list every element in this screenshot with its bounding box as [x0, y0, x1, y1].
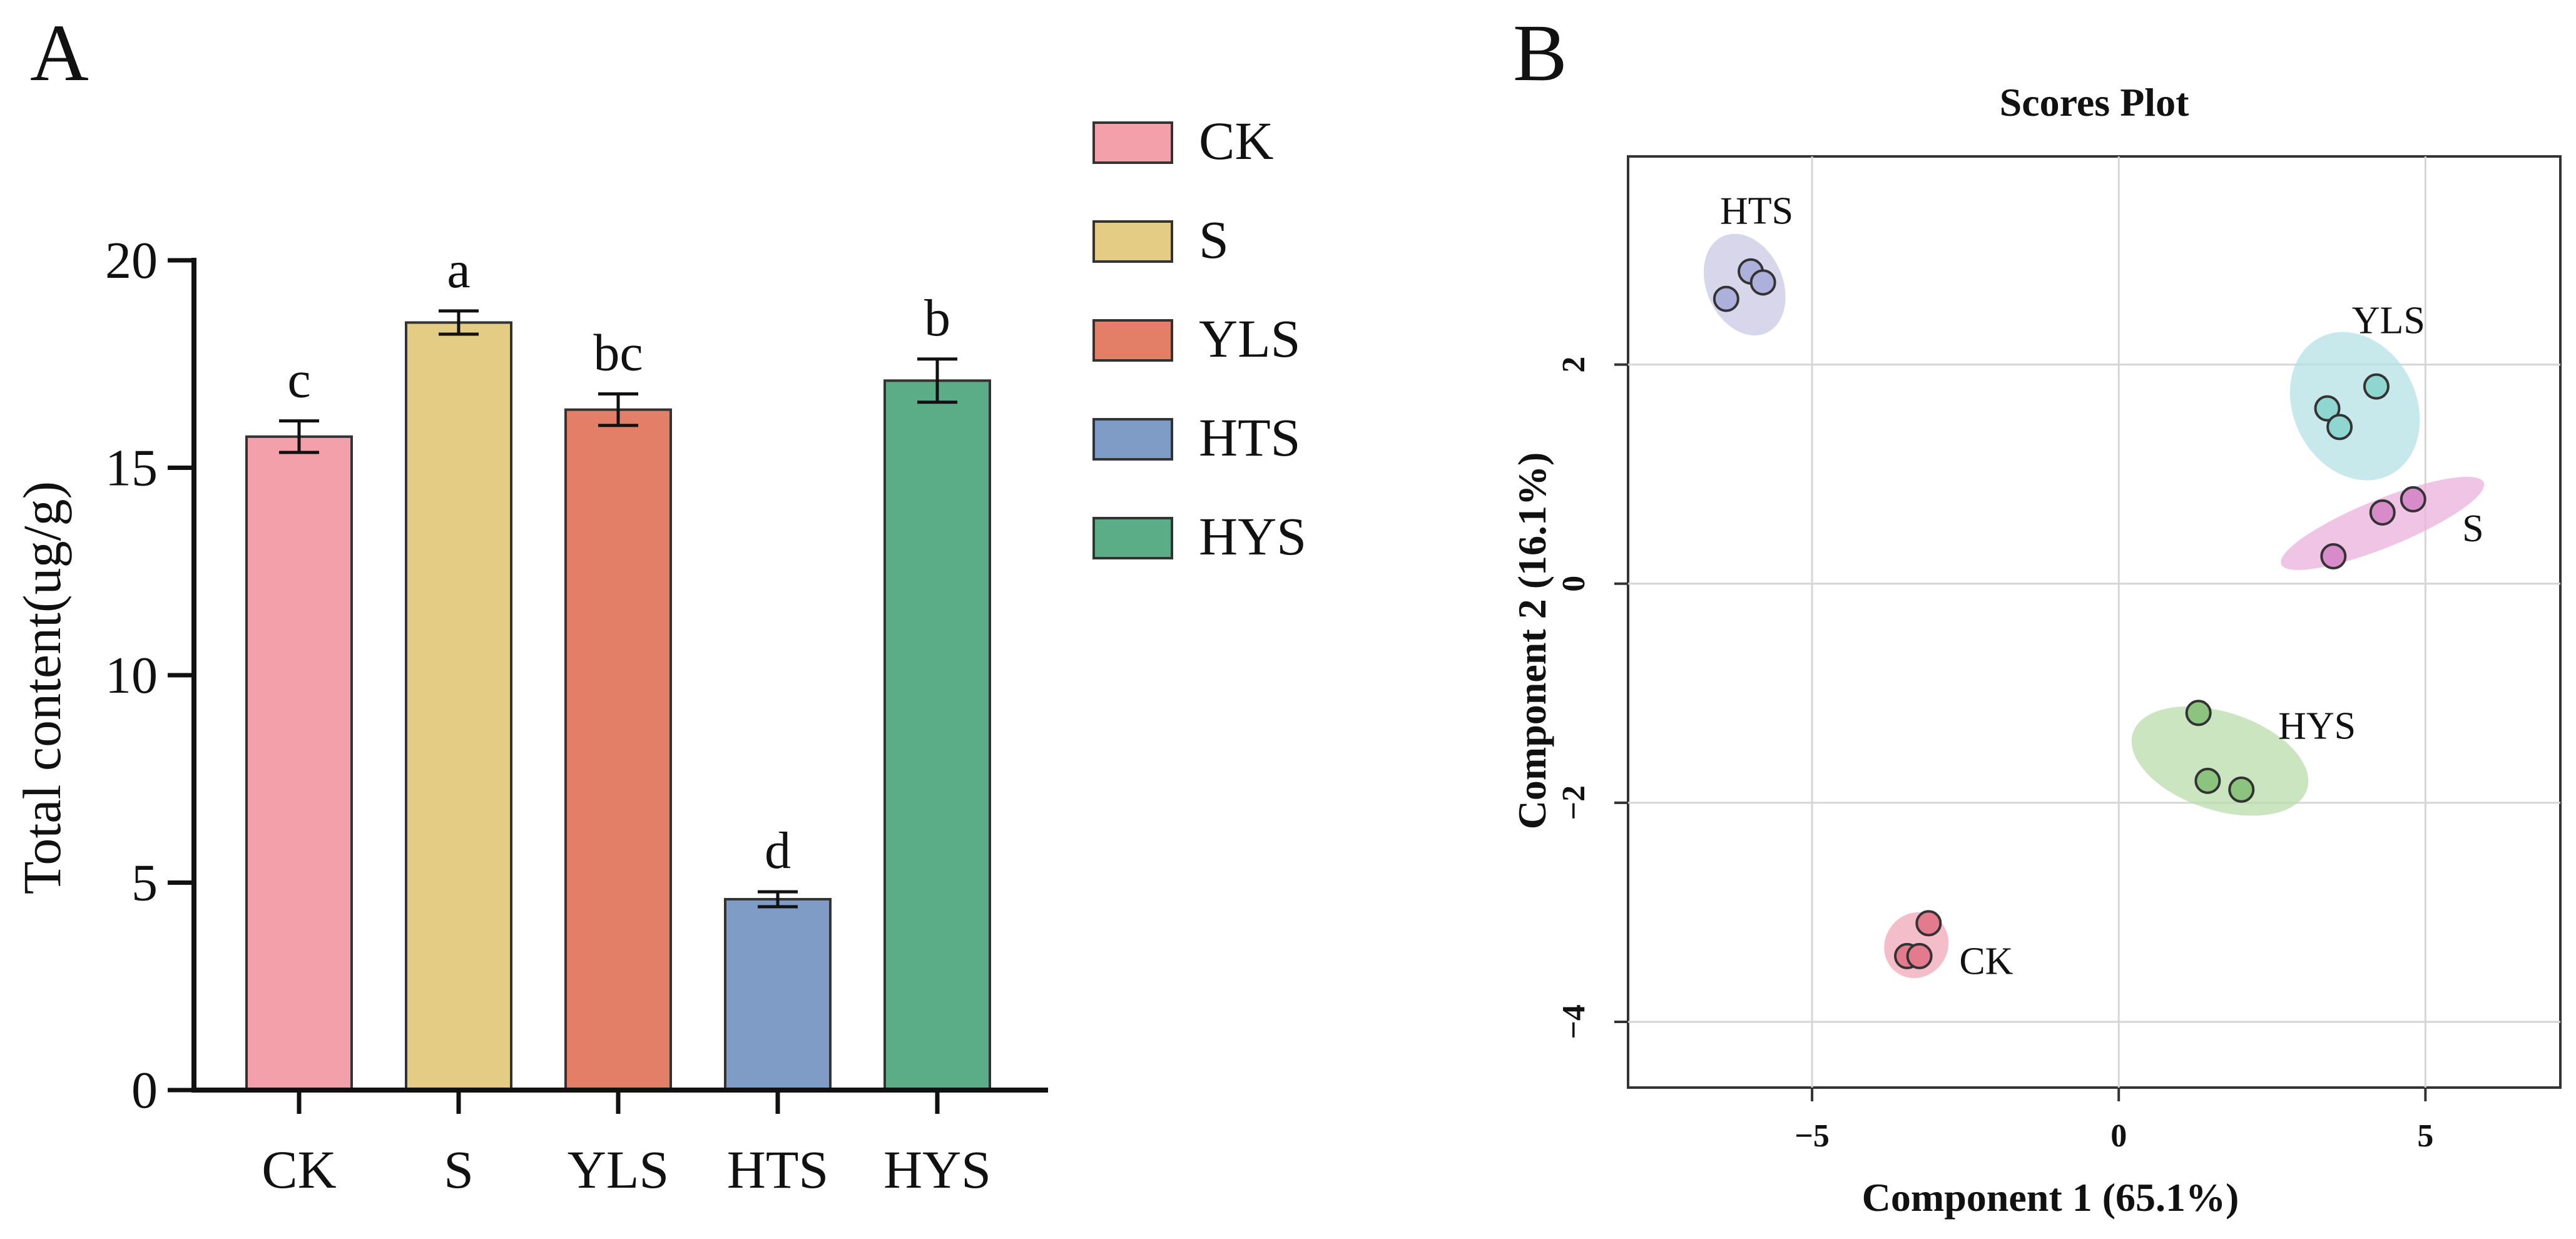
grid [1628, 156, 2560, 1088]
x-tick-label: HTS [727, 1140, 828, 1200]
legend: CK S YLS HTS HYS [1092, 111, 1306, 566]
score-point-s [2369, 499, 2396, 526]
panel-b-label: B [1513, 8, 1567, 98]
significance-letter: a [447, 241, 470, 299]
score-point-s [2320, 543, 2347, 569]
x-tick-label: HYS [883, 1140, 991, 1200]
y-tick-label: 10 [105, 646, 158, 705]
bar-yls [564, 408, 672, 1091]
scores-plot: Scores Plot HTS YLS S HYS CK −5 0 5 −4 −2 0 2 Com… [1510, 80, 2562, 1220]
group-label-ck: CK [1959, 941, 2013, 983]
y-tick-label: 20 [105, 232, 158, 290]
score-point-yls [2314, 395, 2341, 422]
significance-letter: bc [593, 324, 643, 382]
group-label-s: S [2462, 507, 2483, 550]
score-point-hys [2228, 776, 2255, 803]
score-point-s [2400, 486, 2426, 512]
significance-letter: d [765, 822, 791, 880]
legend-label: CK [1199, 111, 1273, 171]
confidence-ellipse-hys [2131, 706, 2309, 816]
plot-title: Scores Plot [2000, 80, 2189, 125]
y-tick-label: 5 [131, 854, 158, 912]
y-axis-label: Component 2 (16.1%) [1510, 452, 1554, 830]
x-tick-label: 5 [2417, 1118, 2433, 1154]
legend-swatch-s [1092, 220, 1173, 263]
legend-label: S [1199, 210, 1229, 270]
y-tick-label: −2 [1556, 785, 1592, 820]
score-point-yls [2326, 414, 2353, 441]
group-label-hys: HYS [2278, 705, 2356, 747]
bar-ck [245, 435, 353, 1091]
x-tick-label: 0 [2110, 1118, 2127, 1154]
legend-swatch-ck [1092, 121, 1173, 164]
legend-swatch-hys [1092, 517, 1173, 559]
x-axis-label: Component 1 (65.1%) [1862, 1175, 2239, 1220]
score-point-hys [2185, 700, 2212, 727]
score-point-ck [1906, 942, 1933, 969]
confidence-ellipse-yls [2289, 332, 2420, 481]
y-tick-label: 0 [1556, 576, 1592, 592]
y-axis-label: Total content(ug/g) [12, 481, 72, 894]
legend-label: HYS [1199, 506, 1306, 566]
x-tick-label: −5 [1795, 1118, 1830, 1154]
y-tick-label: 15 [105, 439, 158, 497]
plot-frame [1627, 155, 2562, 1089]
x-tick-label: CK [262, 1140, 336, 1200]
y-tick-label: 2 [1556, 357, 1592, 373]
group-label-hts: HTS [1720, 190, 1793, 233]
y-tick-label: 0 [131, 1061, 158, 1119]
significance-letter: b [924, 289, 950, 347]
score-point-hts [1713, 285, 1739, 312]
bar-s [405, 321, 512, 1092]
legend-swatch-hts [1092, 418, 1173, 461]
legend-label: HTS [1199, 407, 1300, 467]
legend-label: YLS [1199, 308, 1300, 369]
bar-hys [883, 379, 991, 1091]
bar-chart: c a bc d b CK S YLS HTS HYS 0 5 10 15 20 Total conte… [12, 111, 1306, 1200]
legend-swatch-yls [1092, 319, 1173, 362]
x-tick-label: S [444, 1140, 474, 1200]
score-point-hts [1749, 269, 1776, 296]
score-point-ck [1915, 910, 1942, 937]
y-tick-label: −4 [1556, 1004, 1592, 1039]
confidence-ellipse-hts [1703, 233, 1786, 336]
score-point-hys [2194, 767, 2221, 794]
significance-letter: c [287, 351, 310, 409]
x-tick-label: YLS [568, 1140, 669, 1200]
score-point-yls [2363, 373, 2390, 400]
bar-hts [724, 898, 832, 1092]
panel-a-label: A [30, 8, 89, 98]
group-label-yls: YLS [2352, 300, 2425, 342]
